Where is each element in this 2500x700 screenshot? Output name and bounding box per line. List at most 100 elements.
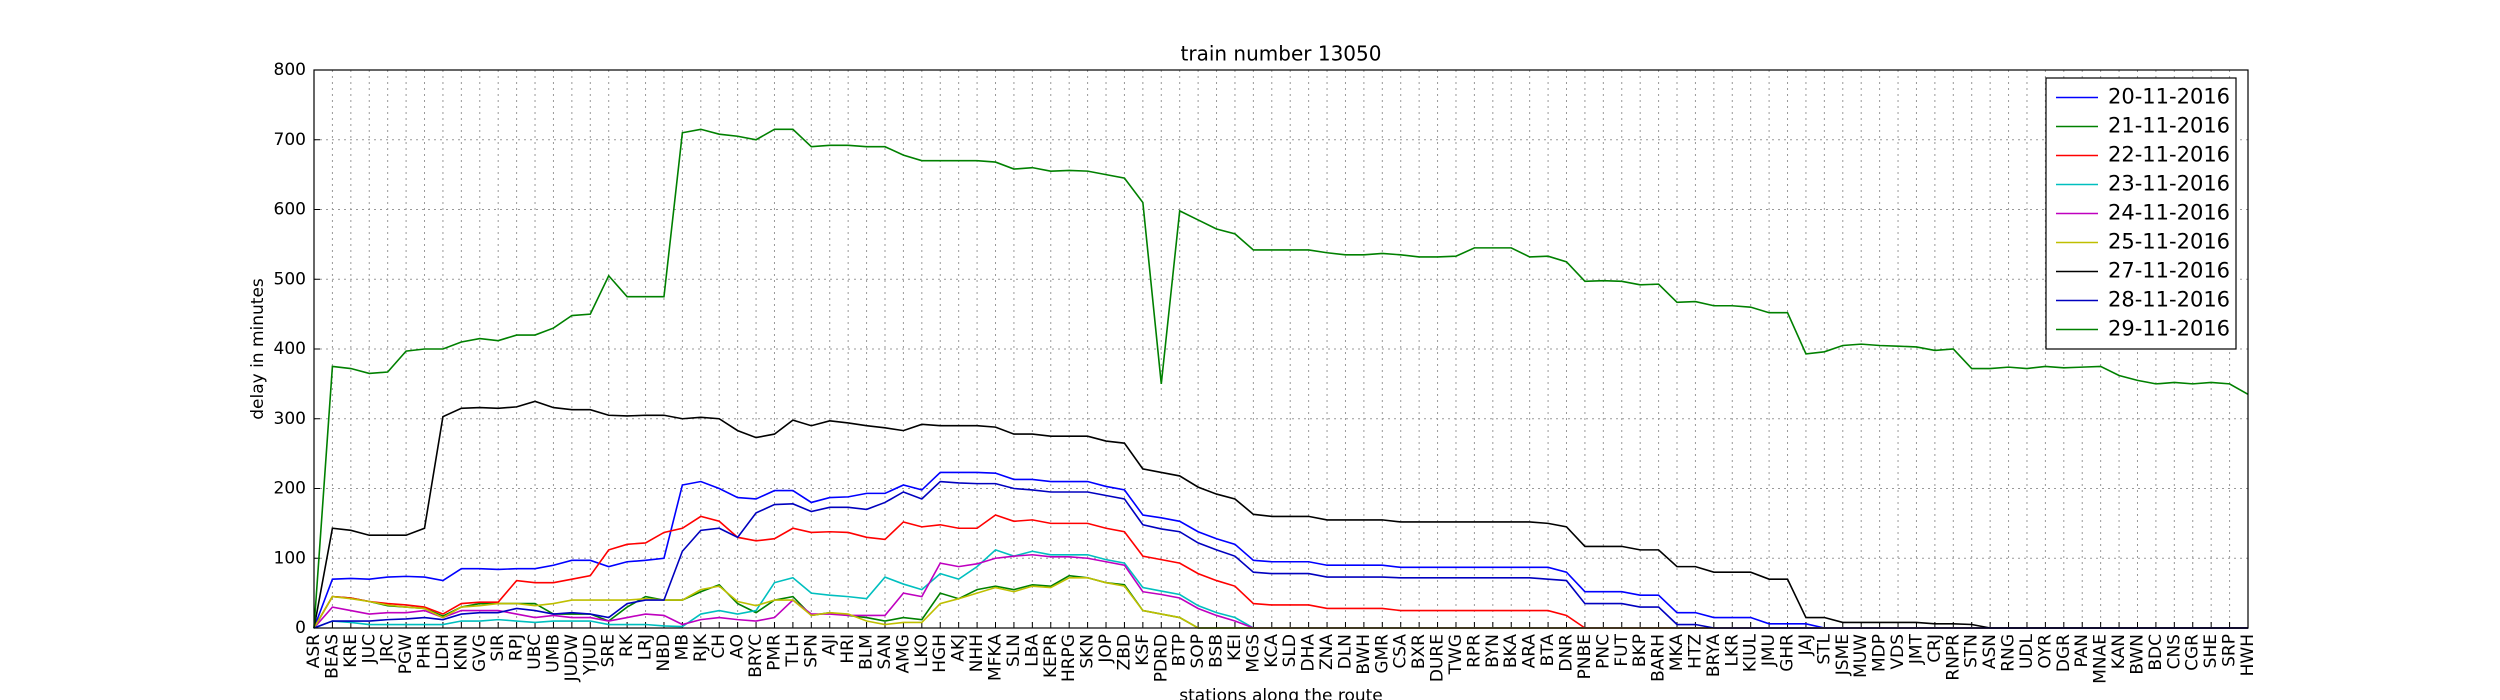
x-tick-label: LKR: [1722, 634, 1742, 667]
x-tick-label: CNS: [2164, 634, 2184, 669]
x-tick-label: DNR: [1556, 634, 1576, 672]
legend-label: 25-11-2016: [2108, 230, 2230, 254]
x-tick-label: JOP: [1096, 634, 1116, 664]
x-tick-label: PHR: [415, 634, 435, 669]
x-tick-label: DHA: [1299, 634, 1319, 672]
y-axis-label: delay in minutes: [248, 278, 268, 420]
x-tick-label: CRJ: [1925, 634, 1945, 663]
x-tick-label: ZBD: [1114, 634, 1134, 670]
x-tick-label: LKO: [912, 634, 932, 667]
x-tick-label: FUT: [1612, 633, 1632, 666]
x-axis-label: stations along the route: [1179, 686, 1383, 700]
x-tick-label: KAN: [2109, 634, 2129, 669]
x-tick-label: BEAS: [322, 634, 342, 679]
x-tick-label: GHR: [1778, 634, 1798, 672]
x-tick-label: ASR: [304, 634, 324, 668]
x-tick-label: PNC: [1593, 634, 1613, 669]
x-tick-label: BDC: [2146, 634, 2166, 671]
legend-label: 22-11-2016: [2108, 143, 2230, 167]
series-line: [313, 128, 2249, 629]
x-tick-label: PMR: [764, 634, 784, 671]
x-tick-label: KNN: [451, 634, 471, 671]
x-tick-label: BXR: [1409, 634, 1429, 669]
x-tick-label: CH: [709, 634, 729, 659]
legend-label: 24-11-2016: [2108, 201, 2230, 225]
x-tick-label: RNPR: [1943, 634, 1963, 681]
x-tick-label: ZNA: [1317, 634, 1337, 670]
x-tick-label: TWG: [1446, 634, 1466, 675]
x-tick-label: RNG: [1999, 634, 2019, 672]
x-tick-label: KEI: [1225, 634, 1245, 661]
x-tick-label: HWH: [2238, 634, 2258, 676]
x-tick-label: SLD: [1280, 634, 1300, 667]
x-tick-label: PAN: [2072, 634, 2092, 668]
x-tick-label: HRI: [838, 634, 858, 664]
y-tick-label: 700: [274, 130, 306, 150]
x-tick-label: MFKA: [986, 634, 1006, 681]
x-tick-label: YJUD: [580, 634, 600, 676]
x-tick-label: OYR: [2035, 634, 2055, 669]
x-tick-label: HGH: [930, 634, 950, 673]
x-tick-label: JSME: [1833, 634, 1853, 676]
x-tick-label: KEPR: [1041, 634, 1061, 678]
x-tick-label: RPR: [1464, 634, 1484, 668]
x-tick-label: JAJ: [1796, 634, 1816, 656]
legend-label: 29-11-2016: [2108, 317, 2230, 341]
x-tick-label: MKA: [1667, 634, 1687, 672]
x-tick-label: PGW: [396, 634, 416, 674]
x-tick-label: DGR: [2054, 634, 2074, 672]
series-line: [313, 480, 2248, 629]
x-tick-label: BWH: [1354, 634, 1374, 675]
x-tick-label: NHH: [967, 634, 987, 672]
x-tick-label: HRPG: [1059, 634, 1079, 682]
legend-label: 27-11-2016: [2108, 259, 2230, 283]
x-tick-label: MUW: [1851, 634, 1871, 678]
y-tick-label: 500: [274, 269, 306, 289]
x-tick-label: KSF: [1133, 634, 1153, 666]
x-tick-label: KCA: [1262, 634, 1282, 668]
x-tick-label: SOP: [1188, 634, 1208, 668]
x-tick-label: ARA: [1520, 634, 1540, 669]
x-tick-label: SRP: [2220, 634, 2240, 667]
x-tick-label: BWN: [2127, 634, 2147, 675]
x-tick-label: AKJ: [949, 634, 969, 662]
x-tick-label: PDRD: [1151, 634, 1171, 682]
x-tick-label: AMG: [893, 634, 913, 673]
x-tick-label: RK: [617, 633, 637, 657]
x-tick-label: MGS: [1243, 634, 1263, 673]
x-tick-label: SAN: [875, 634, 895, 669]
x-tick-label: KRE: [341, 634, 361, 668]
y-tick-label: 300: [274, 409, 306, 429]
x-tick-label: CGR: [2183, 634, 2203, 671]
x-tick-label: UBC: [525, 634, 545, 670]
legend-label: 20-11-2016: [2108, 85, 2230, 109]
legend-label: 23-11-2016: [2108, 172, 2230, 196]
x-tick-label: SHE: [2201, 634, 2221, 668]
x-tick-label: PNBE: [1575, 634, 1595, 679]
x-tick-label: JRC: [378, 634, 398, 663]
x-tick-label: SIR: [488, 634, 508, 662]
x-tick-label: ASN: [1980, 634, 2000, 669]
x-tick-label: UMB: [543, 634, 563, 673]
x-tick-label: JMU: [1759, 634, 1779, 667]
x-tick-label: JUDW: [562, 634, 582, 683]
x-tick-label: BRYA: [1704, 634, 1724, 677]
x-tick-label: BKP: [1630, 634, 1650, 667]
series-line: [313, 400, 2248, 629]
y-tick-label: 800: [274, 60, 306, 80]
plot-frame: [313, 69, 2249, 629]
x-tick-label: UDL: [2017, 633, 2037, 669]
legend-label: 28-11-2016: [2108, 288, 2230, 312]
y-tick-label: 0: [295, 618, 306, 638]
x-tick-label: SLN: [1004, 634, 1024, 667]
x-tick-label: SKN: [1078, 634, 1098, 669]
y-tick-label: 400: [274, 339, 306, 359]
x-tick-label: MDP: [1870, 634, 1890, 672]
x-tick-label: JMT: [1906, 633, 1926, 665]
x-tick-label: LBA: [1022, 634, 1042, 667]
x-tick-label: RPJ: [507, 634, 527, 661]
x-tick-label: GMR: [1372, 634, 1392, 674]
x-tick-label: BYN: [1483, 634, 1503, 668]
x-tick-label: DURE: [1428, 634, 1448, 682]
